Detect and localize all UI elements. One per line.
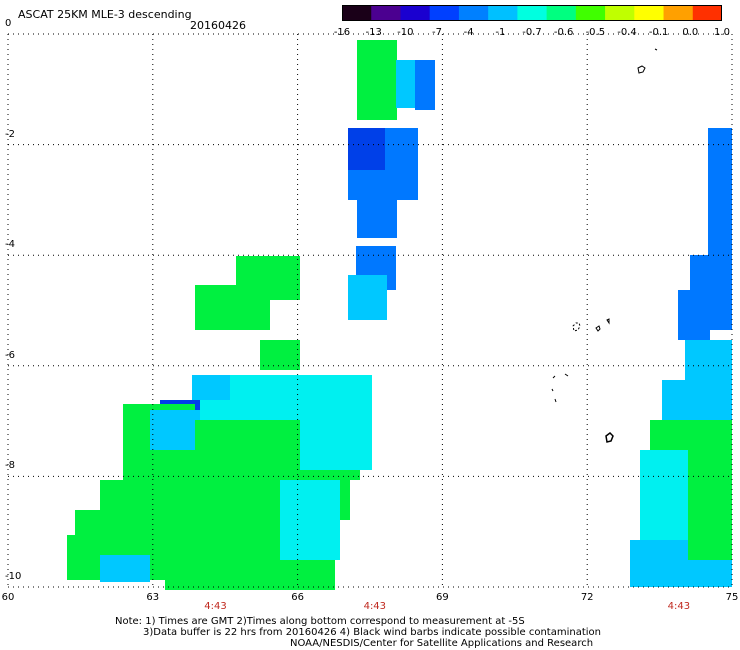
- swath-cell: [708, 128, 732, 260]
- island-outlines: [551, 48, 658, 443]
- swath-cell: [415, 60, 435, 110]
- swath-cell: [280, 480, 340, 560]
- colorbar-segment: [429, 5, 460, 21]
- island-outline: [595, 325, 601, 332]
- x-tick-label: 66: [291, 592, 304, 603]
- x-tick-label: 60: [1, 592, 15, 603]
- island-outline: [552, 375, 556, 379]
- colorbar-label: -0.7: [522, 27, 542, 38]
- swath-cell: [100, 555, 150, 582]
- island-outline: [551, 388, 557, 403]
- colorbar-segment: [488, 5, 518, 21]
- x-tick-label: 69: [436, 592, 449, 603]
- note-line-3: NOAA/NESDIS/Center for Satellite Applica…: [290, 638, 594, 649]
- product-date: 20160426: [190, 19, 246, 32]
- island-outline: [637, 65, 646, 74]
- colorbar-segment: [517, 5, 548, 21]
- colorbar-segment: [605, 5, 635, 21]
- island-outline: [606, 318, 610, 325]
- colorbar-label: -1: [495, 27, 506, 38]
- note-line-1: Note: 1) Times are GMT 2)Times along bot…: [115, 616, 525, 627]
- graticule: [7, 33, 733, 588]
- colorbar-label: -13: [365, 27, 382, 38]
- swath-cell: [165, 570, 335, 590]
- y-tick-label: 0: [5, 18, 12, 29]
- time-label: 4:43: [204, 601, 227, 612]
- swath-cell: [678, 290, 710, 340]
- colorbar-label: 1.0: [714, 27, 730, 38]
- colorbar-label: -0.1: [648, 27, 669, 38]
- island-outline: [572, 322, 581, 332]
- colorbar-label: -0.6: [553, 27, 574, 38]
- y-tick-label: -8: [5, 460, 15, 472]
- y-tick-label: -4: [5, 239, 15, 251]
- swath-cell: [260, 340, 300, 370]
- swath-cell: [300, 380, 372, 470]
- swath-data: [67, 40, 732, 590]
- colorbar-label: -10: [397, 27, 414, 38]
- swath-cell: [195, 285, 270, 330]
- colorbar-label: 0.0: [682, 27, 699, 38]
- colorbar-label: -7: [432, 27, 442, 38]
- colorbar-segment: [400, 5, 431, 21]
- island-outline: [654, 48, 658, 51]
- colorbar-labels: -16 -13 -10 -7 -4 -1 -0.7 -0.6 -0.5 -0.4 -0.1 0.0 1.…: [330, 27, 740, 41]
- swath-cell: [688, 440, 732, 560]
- island-outline: [564, 373, 569, 377]
- time-label: 4:43: [363, 601, 387, 612]
- y-tick-label: -6: [5, 349, 15, 361]
- time-label: 4:43: [667, 601, 691, 612]
- colorbar-label: -4: [463, 27, 474, 38]
- colorbar-label: -16: [333, 27, 351, 38]
- colorbar-border: [342, 5, 722, 21]
- swath-cell: [195, 420, 310, 470]
- x-tick-label: 72: [580, 592, 594, 603]
- swath-cell: [357, 190, 397, 238]
- swath-cell: [357, 40, 397, 120]
- product-title: ASCAT 25KM MLE-3 descending: [18, 8, 192, 21]
- colorbar-segment: [371, 5, 401, 21]
- x-tick-label: 63: [146, 592, 160, 603]
- swath-cell: [192, 375, 230, 400]
- y-tick-label: -2: [5, 128, 15, 140]
- colorbar-segment: [458, 5, 489, 21]
- colorbar-segment: [342, 5, 372, 21]
- y-tick-label: -10: [5, 571, 22, 582]
- island-outline: [605, 432, 614, 443]
- colorbar-label: -0.4: [617, 27, 637, 38]
- colorbar-segment: [575, 5, 606, 21]
- x-tick-label: 75: [725, 592, 739, 603]
- colorbar: [342, 5, 722, 21]
- swath-cell: [348, 128, 385, 170]
- colorbar-segment: [692, 5, 722, 21]
- note-line-2: 3)Data buffer is 22 hrs from 20160426 4)…: [143, 627, 601, 638]
- colorbar-segment: [663, 5, 694, 21]
- colorbar-segment: [634, 5, 665, 21]
- colorbar-label: -0.5: [585, 27, 606, 38]
- swath-cell: [348, 275, 387, 320]
- colorbar-segment: [546, 5, 577, 21]
